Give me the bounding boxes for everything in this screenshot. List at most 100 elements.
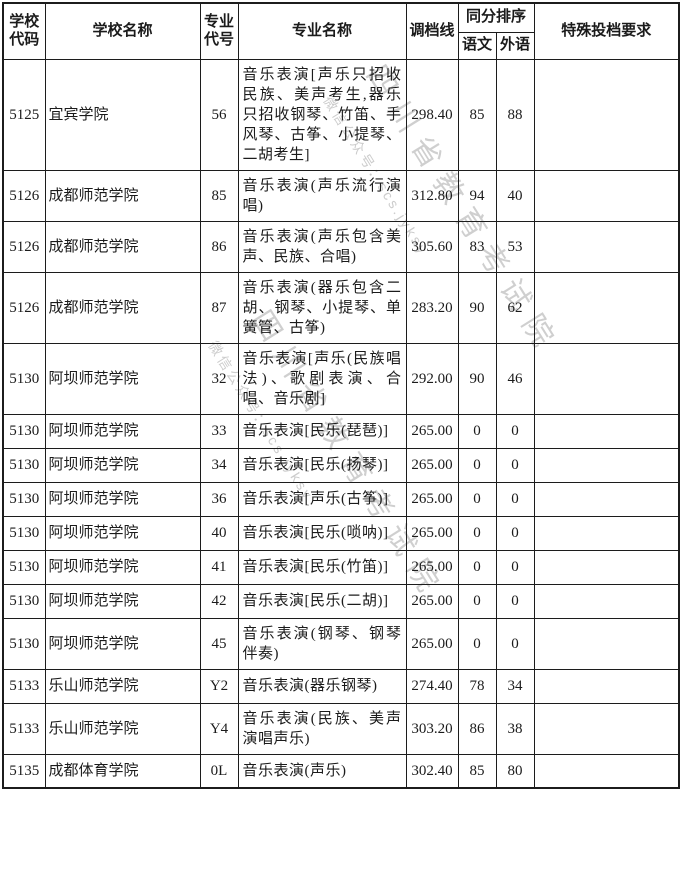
cell-chinese-rank: 0: [457, 413, 497, 449]
cell-school-name: 阿坝师范学院: [44, 342, 201, 415]
cell-line: 298.40: [405, 58, 459, 171]
cell-chinese-rank: 90: [457, 271, 497, 344]
cell-school-name: 阿坝师范学院: [44, 515, 201, 551]
cell-chinese-rank: 0: [457, 481, 497, 517]
table-row: 5130 阿坝师范学院 41 音乐表演[民乐(竹笛)] 265.00 0 0: [2, 549, 680, 585]
cell-chinese-rank: 83: [457, 220, 497, 273]
cell-foreign-rank: 0: [495, 583, 535, 619]
cell-line: 265.00: [405, 549, 459, 585]
cell-school-name: 阿坝师范学院: [44, 447, 201, 483]
cell-line: 292.00: [405, 342, 459, 415]
cell-chinese-rank: 90: [457, 342, 497, 415]
cell-special: [533, 342, 680, 415]
cell-special: [533, 549, 680, 585]
cell-major-name: 音乐表演(声乐包含美声、民族、合唱): [237, 220, 407, 273]
cell-line: 274.40: [405, 668, 459, 704]
table-row: 5130 阿坝师范学院 34 音乐表演[民乐(扬琴)] 265.00 0 0: [2, 447, 680, 483]
cell-line: 265.00: [405, 515, 459, 551]
cell-foreign-rank: 0: [495, 481, 535, 517]
cell-school-name: 成都师范学院: [44, 169, 201, 222]
cell-major-name: 音乐表演[声乐(民族唱法)、歌剧表演、合唱、音乐剧]: [237, 342, 407, 415]
cell-major-code: 87: [199, 271, 239, 344]
header-tiebreak-foreign: 外语: [495, 31, 535, 60]
cell-school-code: 5130: [2, 447, 46, 483]
cell-major-code: 41: [199, 549, 239, 585]
cell-special: [533, 271, 680, 344]
table-row: 5133 乐山师范学院 Y4 音乐表演(民族、美声演唱声乐) 303.20 86…: [2, 702, 680, 755]
cell-foreign-rank: 0: [495, 447, 535, 483]
cell-major-name: 音乐表演[民乐(琵琶)]: [237, 413, 407, 449]
cell-school-name: 阿坝师范学院: [44, 549, 201, 585]
cell-major-code: 56: [199, 58, 239, 171]
cell-special: [533, 169, 680, 222]
cell-foreign-rank: 88: [495, 58, 535, 171]
cell-major-name: 音乐表演[民乐(竹笛)]: [237, 549, 407, 585]
cell-special: [533, 583, 680, 619]
cell-line: 312.80: [405, 169, 459, 222]
cell-special: [533, 753, 680, 789]
cell-school-code: 5133: [2, 668, 46, 704]
cell-major-code: 36: [199, 481, 239, 517]
table-row: 5126 成都师范学院 87 音乐表演(器乐包含二胡、钢琴、小提琴、单簧管、古筝…: [2, 271, 680, 344]
cell-special: [533, 617, 680, 670]
cell-line: 305.60: [405, 220, 459, 273]
cell-major-name: 音乐表演(民族、美声演唱声乐): [237, 702, 407, 755]
cell-special: [533, 58, 680, 171]
cell-school-code: 5130: [2, 617, 46, 670]
table-header: 学校 代码 学校名称 专业 代号 专业名称 调档线 同分排序 特殊投档要求 语文…: [2, 2, 680, 60]
cell-chinese-rank: 85: [457, 753, 497, 789]
header-school-code: 学校 代码: [2, 2, 46, 60]
cell-chinese-rank: 85: [457, 58, 497, 171]
cell-school-name: 阿坝师范学院: [44, 481, 201, 517]
cell-major-name: 音乐表演[民乐(扬琴)]: [237, 447, 407, 483]
cell-special: [533, 220, 680, 273]
cell-chinese-rank: 78: [457, 668, 497, 704]
cell-line: 265.00: [405, 617, 459, 670]
cell-school-code: 5130: [2, 583, 46, 619]
cell-school-name: 成都师范学院: [44, 271, 201, 344]
cell-foreign-rank: 0: [495, 515, 535, 551]
cell-major-code: 0L: [199, 753, 239, 789]
cell-line: 265.00: [405, 583, 459, 619]
cell-school-code: 5126: [2, 271, 46, 344]
cell-major-name: 音乐表演[声乐(古筝)]: [237, 481, 407, 517]
table-row: 5130 阿坝师范学院 40 音乐表演[民乐(唢呐)] 265.00 0 0: [2, 515, 680, 551]
cell-major-code: 33: [199, 413, 239, 449]
table-row: 5126 成都师范学院 85 音乐表演(声乐流行演唱) 312.80 94 40: [2, 169, 680, 222]
cell-major-code: 40: [199, 515, 239, 551]
cell-chinese-rank: 94: [457, 169, 497, 222]
table-row: 5130 阿坝师范学院 36 音乐表演[声乐(古筝)] 265.00 0 0: [2, 481, 680, 517]
table-row: 5133 乐山师范学院 Y2 音乐表演(器乐钢琴) 274.40 78 34: [2, 668, 680, 704]
table-body: 5125 宜宾学院 56 音乐表演[声乐只招收民族、美声考生,器乐只招收钢琴、竹…: [2, 58, 680, 789]
header-special: 特殊投档要求: [533, 2, 680, 60]
cell-special: [533, 413, 680, 449]
cell-line: 265.00: [405, 447, 459, 483]
cell-school-name: 阿坝师范学院: [44, 617, 201, 670]
cell-chinese-rank: 0: [457, 549, 497, 585]
cell-major-code: 42: [199, 583, 239, 619]
cell-school-code: 5126: [2, 220, 46, 273]
table-row: 5135 成都体育学院 0L 音乐表演(声乐) 302.40 85 80: [2, 753, 680, 789]
cell-line: 265.00: [405, 413, 459, 449]
cell-school-name: 阿坝师范学院: [44, 413, 201, 449]
cell-school-name: 成都师范学院: [44, 220, 201, 273]
header-tiebreak-chinese: 语文: [457, 31, 497, 60]
cell-chinese-rank: 0: [457, 583, 497, 619]
cell-major-name: 音乐表演(钢琴、钢琴伴奏): [237, 617, 407, 670]
cell-school-code: 5133: [2, 702, 46, 755]
cell-major-code: 32: [199, 342, 239, 415]
cell-chinese-rank: 0: [457, 617, 497, 670]
cell-major-code: 45: [199, 617, 239, 670]
header-tiebreak: 同分排序: [457, 2, 535, 33]
cell-foreign-rank: 80: [495, 753, 535, 789]
cell-chinese-rank: 86: [457, 702, 497, 755]
cell-major-code: Y4: [199, 702, 239, 755]
cell-major-name: 音乐表演(声乐): [237, 753, 407, 789]
cell-school-name: 宜宾学院: [44, 58, 201, 171]
cell-foreign-rank: 53: [495, 220, 535, 273]
header-major-code: 专业 代号: [199, 2, 239, 60]
cell-major-name: 音乐表演[声乐只招收民族、美声考生,器乐只招收钢琴、竹笛、手风琴、古筝、小提琴、…: [237, 58, 407, 171]
cell-special: [533, 481, 680, 517]
cell-foreign-rank: 34: [495, 668, 535, 704]
cell-special: [533, 447, 680, 483]
